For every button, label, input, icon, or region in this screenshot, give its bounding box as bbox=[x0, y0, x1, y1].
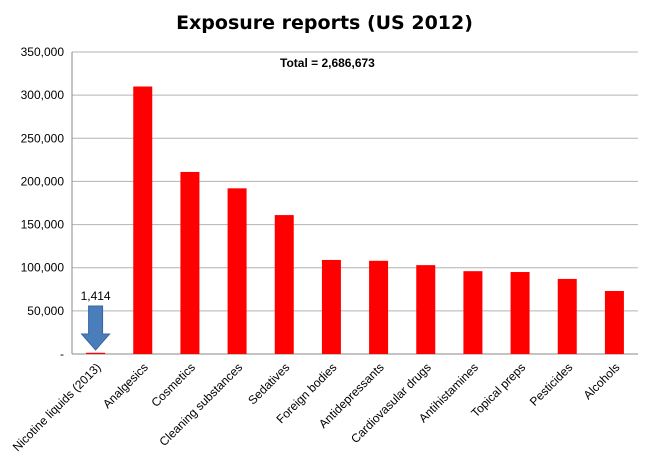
y-tick-label: - bbox=[60, 347, 64, 361]
bar bbox=[227, 188, 247, 354]
bar bbox=[369, 260, 389, 354]
bar bbox=[321, 259, 341, 354]
x-tick-label: Pesticides bbox=[527, 360, 576, 409]
down-arrow-icon bbox=[80, 305, 111, 351]
bar bbox=[463, 271, 483, 354]
y-tick-label: 200,000 bbox=[21, 174, 65, 188]
x-tick-label: Alcohols bbox=[581, 360, 623, 402]
chart-title: Exposure reports (US 2012) bbox=[176, 12, 473, 34]
bar bbox=[180, 171, 200, 354]
y-tick-label: 50,000 bbox=[27, 304, 64, 318]
x-tick-label: Sedatives bbox=[245, 360, 292, 407]
x-tick-label: Cosmetics bbox=[149, 360, 199, 410]
x-tick-label: Nicotine liquids (2013) bbox=[10, 360, 104, 454]
bar bbox=[510, 272, 530, 354]
bar bbox=[274, 215, 294, 354]
bar bbox=[133, 86, 153, 354]
bar bbox=[86, 352, 106, 354]
data-label: 1,414 bbox=[81, 289, 111, 303]
x-tick-label: Analgesics bbox=[100, 360, 151, 411]
total-annotation: Total = 2,686,673 bbox=[280, 56, 375, 70]
y-tick-label: 250,000 bbox=[21, 131, 65, 145]
bar bbox=[557, 278, 577, 354]
x-tick-label: Cardiovasular drugs bbox=[348, 360, 434, 446]
x-tick-label: Cleaning substances bbox=[157, 360, 246, 449]
y-tick-label: 100,000 bbox=[21, 261, 65, 275]
y-tick-label: 300,000 bbox=[21, 88, 65, 102]
bar bbox=[416, 265, 436, 354]
y-tick-label: 350,000 bbox=[21, 45, 65, 59]
bar bbox=[604, 291, 624, 354]
y-tick-label: 150,000 bbox=[21, 218, 65, 232]
